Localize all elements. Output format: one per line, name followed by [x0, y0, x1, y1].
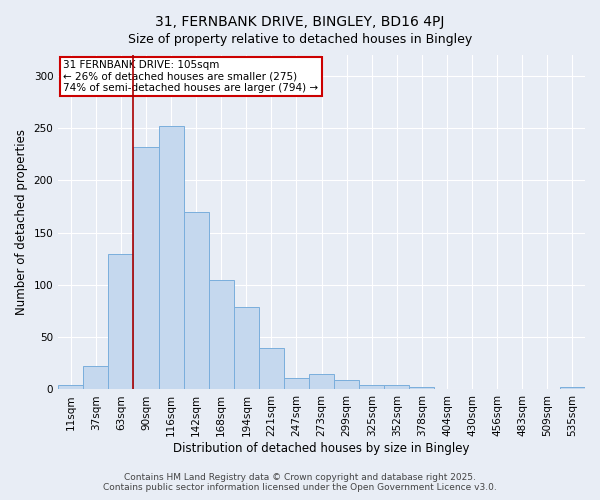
Bar: [83, 366, 109, 390]
Bar: [184, 212, 209, 390]
Text: 31 FERNBANK DRIVE: 105sqm
← 26% of detached houses are smaller (275)
74% of semi: 31 FERNBANK DRIVE: 105sqm ← 26% of detac…: [64, 60, 319, 93]
Bar: [109, 254, 133, 390]
Bar: [259, 348, 284, 390]
Text: 31, FERNBANK DRIVE, BINGLEY, BD16 4PJ: 31, FERNBANK DRIVE, BINGLEY, BD16 4PJ: [155, 15, 445, 29]
X-axis label: Distribution of detached houses by size in Bingley: Distribution of detached houses by size …: [173, 442, 470, 455]
Bar: [284, 378, 309, 390]
Bar: [359, 386, 385, 390]
Y-axis label: Number of detached properties: Number of detached properties: [15, 129, 28, 315]
Text: Contains HM Land Registry data © Crown copyright and database right 2025.
Contai: Contains HM Land Registry data © Crown c…: [103, 473, 497, 492]
Bar: [158, 126, 184, 390]
Bar: [409, 388, 434, 390]
Bar: [309, 374, 334, 390]
Bar: [560, 388, 585, 390]
Bar: [334, 380, 359, 390]
Bar: [209, 280, 234, 390]
Bar: [58, 386, 83, 390]
Bar: [234, 307, 259, 390]
Bar: [133, 147, 158, 390]
Text: Size of property relative to detached houses in Bingley: Size of property relative to detached ho…: [128, 32, 472, 46]
Bar: [385, 386, 409, 390]
